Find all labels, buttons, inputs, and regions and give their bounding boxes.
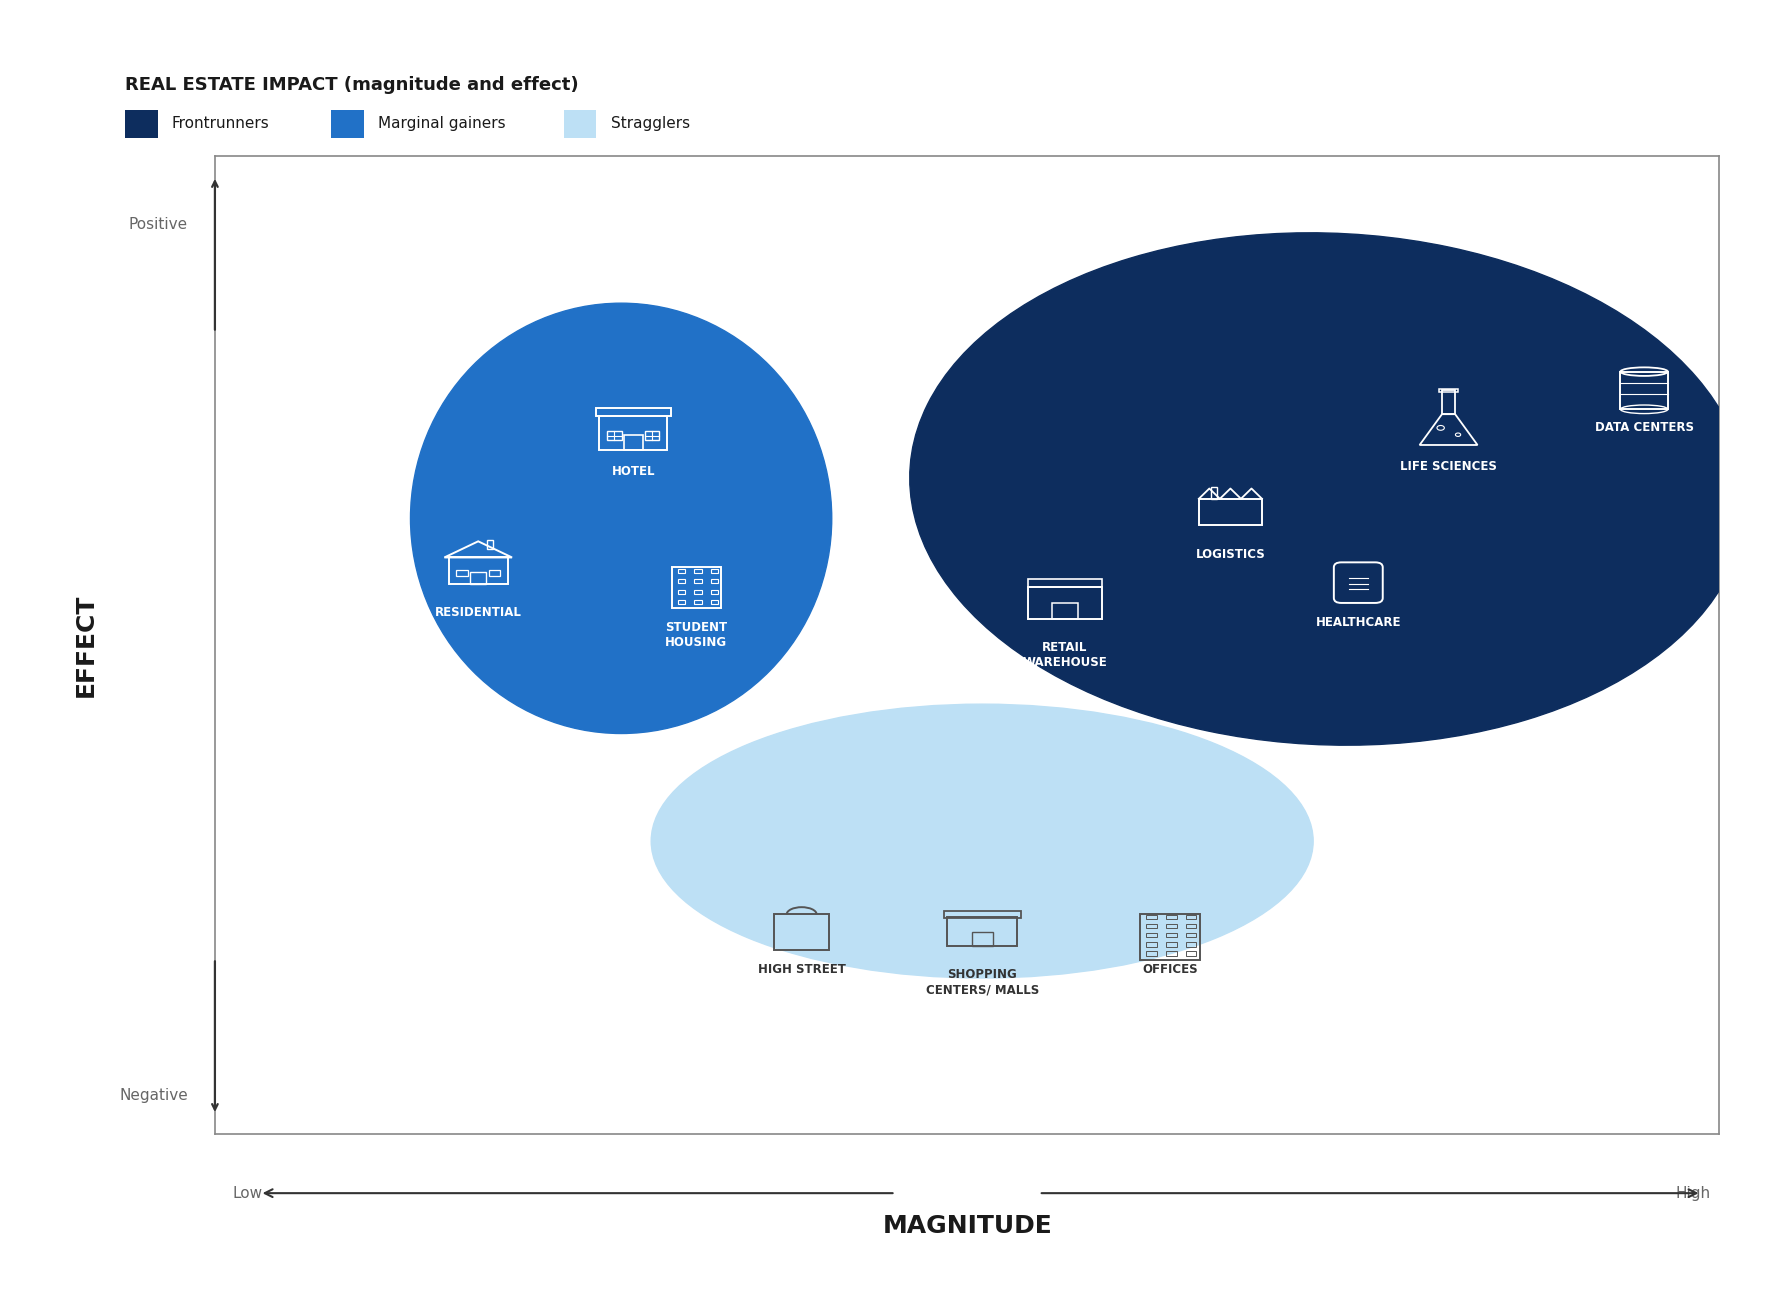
Bar <box>457 570 467 576</box>
Ellipse shape <box>652 704 1313 978</box>
Text: Positive: Positive <box>129 218 188 232</box>
Bar <box>1186 915 1196 919</box>
Bar <box>1028 587 1101 619</box>
Bar <box>1166 932 1177 938</box>
Text: MAGNITUDE: MAGNITUDE <box>883 1214 1051 1237</box>
Ellipse shape <box>410 304 831 733</box>
Bar <box>1621 372 1667 409</box>
Bar <box>695 600 702 604</box>
Bar <box>711 569 718 574</box>
Text: Stragglers: Stragglers <box>611 116 690 132</box>
Bar <box>711 600 718 604</box>
Bar <box>1166 925 1177 928</box>
Bar <box>450 558 507 584</box>
Text: Low: Low <box>233 1185 263 1201</box>
Bar <box>677 600 684 604</box>
Text: HOTEL: HOTEL <box>611 464 656 477</box>
Bar <box>1211 486 1216 498</box>
Ellipse shape <box>910 233 1746 745</box>
Bar <box>1051 602 1078 619</box>
Bar <box>711 579 718 583</box>
Text: High: High <box>1675 1185 1710 1201</box>
Bar <box>1146 951 1157 956</box>
Text: Negative: Negative <box>120 1088 188 1103</box>
Bar <box>672 567 722 609</box>
Bar <box>1146 925 1157 928</box>
Bar <box>1186 932 1196 938</box>
Bar <box>487 540 493 549</box>
Bar <box>1440 389 1458 393</box>
Bar <box>1442 390 1454 415</box>
Text: HEALTHCARE: HEALTHCARE <box>1316 617 1401 629</box>
Bar <box>645 430 659 441</box>
Bar <box>1166 941 1177 947</box>
Bar <box>600 416 666 450</box>
Bar <box>973 932 992 947</box>
Bar <box>677 569 684 574</box>
Text: SHOPPING
CENTERS/ MALLS: SHOPPING CENTERS/ MALLS <box>926 968 1039 996</box>
Text: RESIDENTIAL: RESIDENTIAL <box>435 606 521 619</box>
Bar <box>677 589 684 593</box>
Text: RETAIL
WAREHOUSE: RETAIL WAREHOUSE <box>1023 640 1107 669</box>
Bar <box>695 589 702 593</box>
Bar <box>1166 951 1177 956</box>
Bar <box>944 911 1021 918</box>
Bar <box>489 570 500 576</box>
Bar <box>695 579 702 583</box>
Bar <box>1186 951 1196 956</box>
Text: REAL ESTATE IMPACT (magnitude and effect): REAL ESTATE IMPACT (magnitude and effect… <box>125 76 578 94</box>
Bar <box>947 918 1017 947</box>
Text: LIFE SCIENCES: LIFE SCIENCES <box>1401 460 1497 472</box>
Bar <box>1146 941 1157 947</box>
Bar <box>677 579 684 583</box>
Bar <box>1146 915 1157 919</box>
Bar <box>1146 932 1157 938</box>
Bar <box>1141 914 1200 960</box>
Bar <box>1186 941 1196 947</box>
Text: STUDENT
HOUSING: STUDENT HOUSING <box>664 621 727 649</box>
Bar <box>1166 915 1177 919</box>
Bar <box>469 572 487 584</box>
Text: LOGISTICS: LOGISTICS <box>1196 548 1264 561</box>
Text: Frontrunners: Frontrunners <box>172 116 270 132</box>
Bar <box>607 430 621 441</box>
Bar <box>1186 925 1196 928</box>
Bar <box>1198 498 1263 526</box>
Bar <box>695 569 702 574</box>
Text: Marginal gainers: Marginal gainers <box>378 116 505 132</box>
Bar <box>596 408 670 416</box>
Text: OFFICES: OFFICES <box>1143 964 1198 977</box>
Text: EFFECT: EFFECT <box>73 593 99 698</box>
Bar <box>623 434 643 450</box>
Text: DATA CENTERS: DATA CENTERS <box>1594 420 1694 433</box>
Bar <box>774 914 829 949</box>
Text: HIGH STREET: HIGH STREET <box>758 964 845 977</box>
Bar <box>711 589 718 593</box>
